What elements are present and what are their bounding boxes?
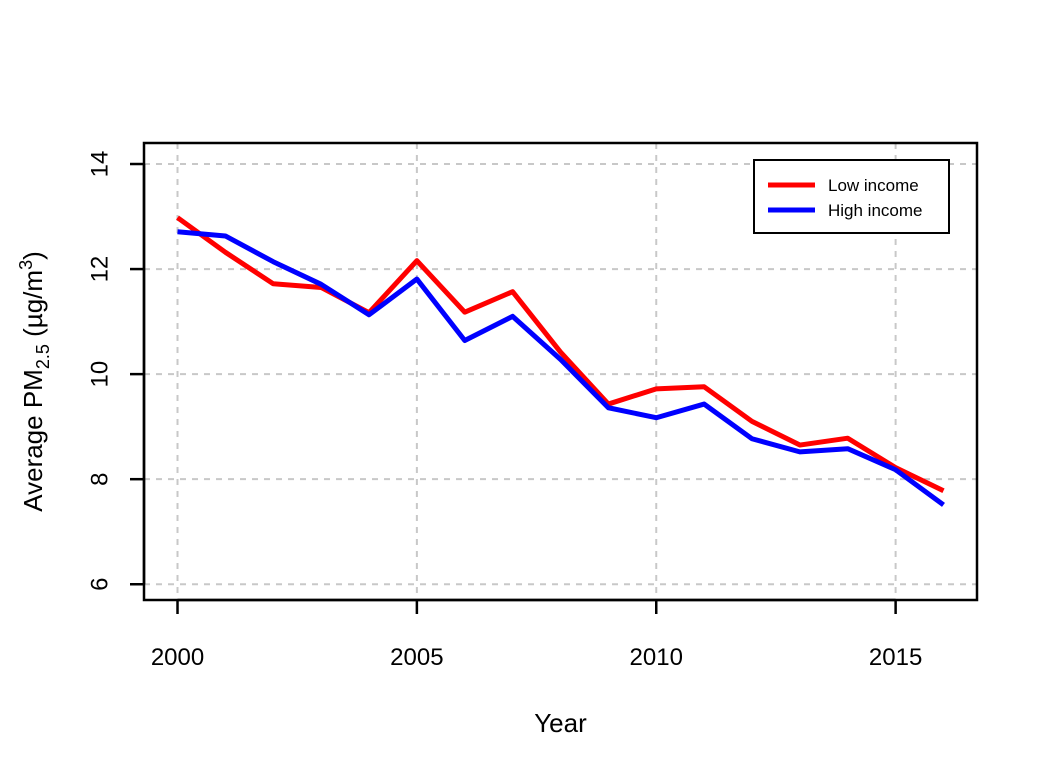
y-axis-title-main: Average PM — [18, 369, 48, 512]
y-axis-title-unit: (µg/m — [18, 270, 48, 344]
y-axis-title: Average PM2.5 (µg/m3) — [16, 251, 53, 512]
x-tick-label-2015: 2015 — [869, 644, 922, 671]
y-tick-label-14: 14 — [87, 151, 114, 178]
y-tick-label-10: 10 — [87, 361, 114, 388]
legend: Low income High income — [753, 159, 950, 234]
y-tick-label-8: 8 — [87, 473, 114, 486]
legend-label-high-income: High income — [828, 201, 923, 220]
series-line-low-income — [176, 215, 945, 493]
y-axis: 6 8 10 12 14 — [87, 151, 146, 591]
x-axis: 2000 2005 2010 2015 — [151, 598, 922, 671]
legend-box — [753, 159, 950, 234]
legend-label-low-income: Low income — [828, 176, 919, 195]
y-tick-label-12: 12 — [87, 256, 114, 283]
x-tick-label-2005: 2005 — [390, 644, 443, 671]
x-tick-label-2000: 2000 — [151, 644, 204, 671]
x-tick-label-2010: 2010 — [630, 644, 683, 671]
x-axis-title: Year — [534, 708, 587, 738]
series-lines — [176, 215, 945, 507]
y-axis-title-unit-close: ) — [18, 251, 48, 260]
series-line-high-income — [177, 229, 945, 507]
y-axis-title-subscript: 2.5 — [33, 344, 53, 369]
y-axis-title-superscript: 3 — [16, 260, 36, 270]
y-tick-label-6: 6 — [87, 578, 114, 591]
